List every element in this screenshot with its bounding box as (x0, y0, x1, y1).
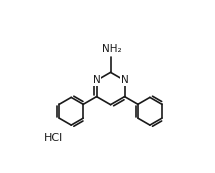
Text: NH₂: NH₂ (101, 44, 121, 54)
Text: N: N (121, 75, 128, 85)
Text: HCl: HCl (44, 133, 64, 143)
Text: N: N (93, 75, 100, 85)
